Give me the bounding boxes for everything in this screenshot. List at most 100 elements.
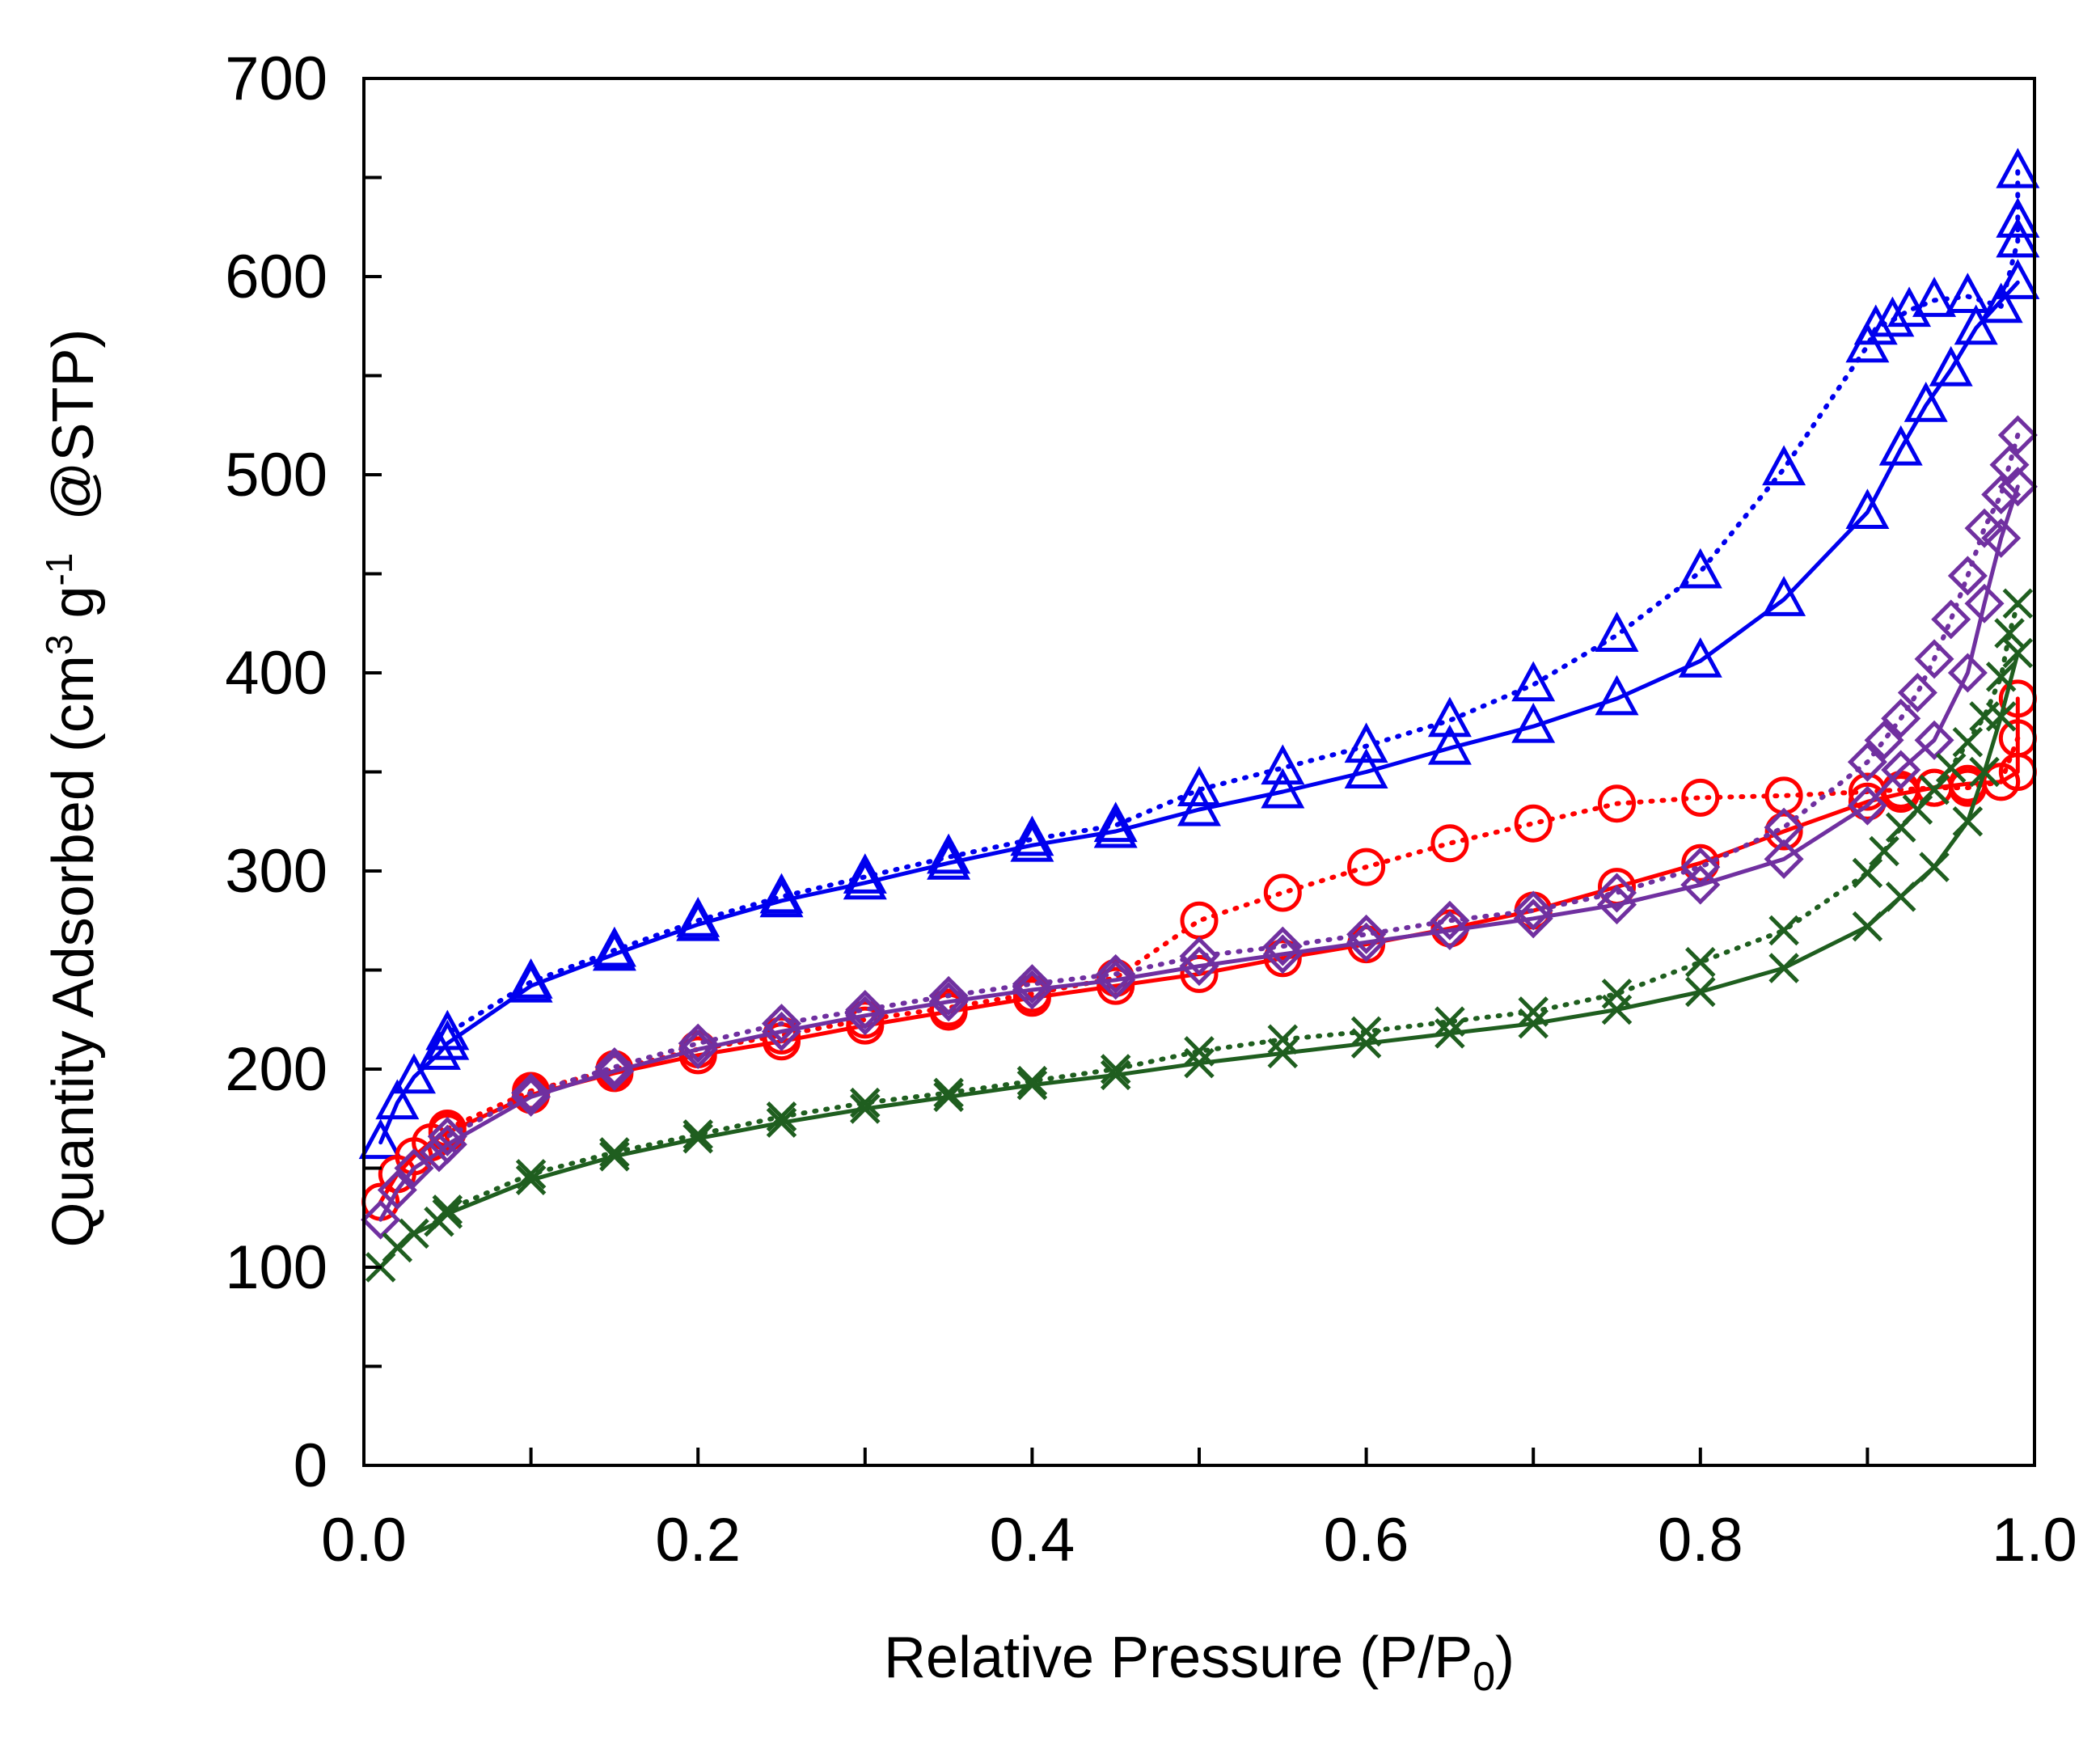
diamond-marker [1914, 720, 1954, 760]
y-axis-title-sup-1: 3 [38, 635, 80, 656]
circle-marker [1514, 804, 1553, 843]
x-marker [1768, 915, 1799, 946]
axis-layer: 0.0 0.2 0.4 0.6 0.8 1.0 0 100 200 300 400 500 600 700 [225, 44, 2077, 1575]
diamond-marker [1262, 926, 1303, 966]
triangle-marker [1177, 785, 1222, 826]
x-marker [1852, 911, 1883, 942]
x-marker [1935, 752, 1967, 784]
x-marker [1969, 701, 2000, 732]
triangle-marker [1678, 637, 1722, 678]
triangle-marker [1946, 273, 1990, 313]
x-marker [850, 1087, 881, 1118]
triangle-marker [1595, 611, 1639, 652]
x-marker [432, 1194, 463, 1225]
diamond-marker [928, 975, 969, 1016]
diamond-marker [1680, 865, 1721, 905]
y-axis-title-sup-2: -1 [38, 553, 80, 586]
y-tick-label: 700 [225, 44, 327, 113]
diamond-marker [1764, 839, 1804, 879]
diamond-marker [1430, 900, 1470, 941]
triangle-marker [1427, 724, 1472, 765]
triangle-marker [1845, 322, 1890, 363]
diamond-marker [1981, 518, 2022, 558]
series-line-red-desorption [445, 735, 2021, 1131]
triangle-marker [1762, 576, 1806, 616]
series-purple-desorption [427, 415, 2038, 1156]
x-marker [1184, 1036, 1215, 1067]
series-red-desorption [428, 719, 2037, 1148]
x-marker [1016, 1069, 1048, 1101]
triangle-marker [1762, 445, 1806, 486]
diamond-marker [1513, 890, 1553, 931]
triangle-marker [1344, 748, 1388, 788]
x-marker [1852, 857, 1883, 889]
diamond-marker [1096, 953, 1136, 994]
y-axis-title-main: Quantity Adsorbed (cm [41, 655, 106, 1247]
diamond-marker [678, 1029, 718, 1070]
triangle-marker [1010, 815, 1054, 856]
diamond-marker [594, 1047, 635, 1088]
diamond-marker [361, 1199, 401, 1240]
y-tick-label: 600 [225, 243, 327, 311]
diamond-marker [419, 1132, 459, 1173]
diamond-marker [1931, 599, 1971, 640]
triangle-marker [416, 1029, 461, 1070]
triangle-marker [1996, 259, 2040, 299]
triangle-marker [1595, 674, 1639, 716]
triangle-marker [375, 1079, 420, 1120]
series-line-purple-desorption [445, 433, 2021, 1139]
x-marker [515, 1159, 547, 1190]
triangle-marker [1511, 702, 1556, 743]
x-tick-label: 1.0 [1992, 1506, 2077, 1575]
triangle-marker [425, 1019, 470, 1060]
triangle-marker [759, 873, 804, 914]
series-line-blue-adsorption [378, 280, 2020, 1145]
x-marker [1994, 618, 2025, 649]
y-tick-label: 200 [225, 1035, 327, 1104]
x-marker [682, 1122, 713, 1154]
x-marker [933, 1081, 964, 1113]
diamond-marker [1864, 720, 1904, 760]
diamond-marker [1964, 583, 2005, 624]
triangle-marker [1261, 744, 1305, 785]
x-marker [1267, 1038, 1299, 1069]
x-tick-label: 0.0 [321, 1506, 407, 1575]
diamond-marker [1847, 742, 1887, 782]
diamond-marker [845, 996, 885, 1036]
series-layer [358, 147, 2040, 1283]
x-tick-label: 0.8 [1658, 1506, 1743, 1575]
x-marker [1100, 1059, 1131, 1091]
x-marker [1952, 726, 1984, 758]
x-marker [1100, 1054, 1131, 1084]
y-tick-label: 100 [225, 1233, 327, 1302]
diamond-marker [1179, 936, 1219, 976]
triangle-marker [1979, 282, 2023, 323]
diamond-marker [377, 1169, 417, 1210]
diamond-marker [1346, 922, 1387, 962]
triangle-marker [1678, 547, 1722, 589]
diamond-marker [1947, 653, 1988, 693]
x-marker [1435, 1006, 1465, 1037]
diamond-marker [1680, 847, 1721, 887]
triangle-marker [1996, 147, 2040, 188]
x-marker [599, 1141, 630, 1172]
x-axis-title-subscript: 0 [1473, 1654, 1495, 1699]
x-axis-title-end: ) [1495, 1626, 1515, 1690]
triangle-marker [1427, 696, 1472, 738]
diamond-marker [427, 1124, 467, 1165]
x-marker [1685, 976, 1716, 1008]
triangle-marker [1870, 296, 1915, 337]
triangle-marker [1010, 821, 1054, 862]
triangle-marker [1996, 197, 2040, 238]
x-tick-label: 0.4 [990, 1506, 1075, 1575]
triangle-marker [592, 926, 636, 967]
x-marker [1518, 996, 1549, 1027]
circle-marker [1263, 873, 1302, 912]
circle-marker [1681, 843, 1720, 882]
x-marker [1016, 1065, 1048, 1097]
y-axis-title: Quantity Adsorbed (cm3 g-1 @STP) [38, 329, 106, 1248]
y-tick-label: 300 [225, 837, 327, 906]
x-marker [1885, 881, 1916, 912]
series-line-green-desorption [445, 601, 2021, 1212]
triangle-marker [1929, 345, 1973, 387]
